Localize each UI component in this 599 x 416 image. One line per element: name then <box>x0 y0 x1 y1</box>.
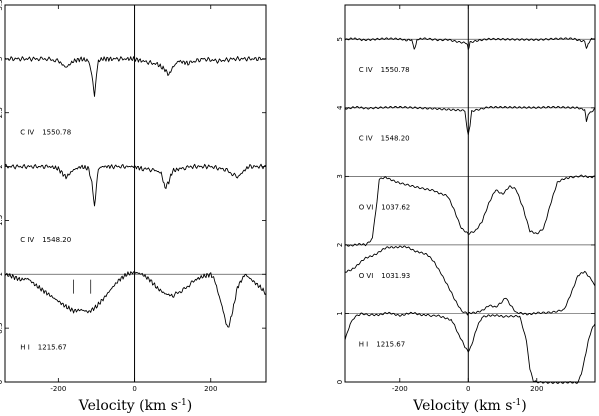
ion-label-4: H I 1215.67 <box>359 340 406 348</box>
y-tick-label-0: 0 <box>0 380 4 384</box>
spectrum-line-2 <box>4 271 267 328</box>
x-axis-title-close: ) <box>521 398 526 414</box>
y-tick-label-5: 5 <box>336 37 344 41</box>
x-tick-label-1: 0 <box>132 385 136 393</box>
y-tick-label-0: 0 <box>336 380 344 384</box>
right-panel: 0 1 2 3 4 5 -200 0 200 C IV 1550.78 C IV 1548.20 O VI… <box>336 4 596 414</box>
x-tick-label-1: 0 <box>466 385 470 393</box>
ion-name: C IV <box>20 236 34 244</box>
ion-name: O VI <box>359 203 374 211</box>
ion-name: C IV <box>359 135 373 143</box>
ion-label-1: C IV 1548.20 <box>20 236 71 244</box>
y-tick-label-6: 3 <box>0 57 4 61</box>
ion-name: C IV <box>20 128 34 136</box>
y-tick-label-5: 2.5 <box>0 107 4 118</box>
x-axis-title-main: Velocity (km s <box>78 398 178 414</box>
spectrum-line-0 <box>4 56 267 97</box>
y-tick-label-4: 2 <box>0 164 4 168</box>
ion-label-0: C IV 1550.78 <box>359 66 410 74</box>
ion-name: C IV <box>359 66 373 74</box>
y-tick-label-7: 3.5 <box>0 0 4 11</box>
ion-wavelength: 1550.78 <box>381 66 410 74</box>
spectrum-line-2 <box>344 174 596 247</box>
spectrum-line-1 <box>4 163 267 207</box>
ion-wavelength: 1031.93 <box>381 272 410 280</box>
ion-label-2: O VI 1037.62 <box>359 203 411 211</box>
spectrum-line-4 <box>344 311 596 384</box>
ion-wavelength: 1548.20 <box>381 135 410 143</box>
y-tick-label-1: 1 <box>336 311 344 315</box>
x-axis-title-sup: -1 <box>178 398 187 408</box>
ion-name: O VI <box>359 272 374 280</box>
ion-label-0: C IV 1550.78 <box>20 128 71 136</box>
x-axis-title-sup: -1 <box>512 398 521 408</box>
ion-wavelength: 1215.67 <box>376 340 405 348</box>
ion-name: H I <box>20 344 30 352</box>
ion-label-1: C IV 1548.20 <box>359 135 410 143</box>
y-tick-label-3: 1.5 <box>0 215 4 226</box>
ion-label-3: O VI 1031.93 <box>359 272 411 280</box>
x-axis-title-close: ) <box>187 398 192 414</box>
x-axis-title: Velocity (km s-1) <box>78 398 192 414</box>
left-panel: 0 0.5 1 1.5 2 2.5 3 3.5 -200 0 200 C IV 1550.78 C IV 1… <box>0 0 267 414</box>
ion-wavelength: 1215.67 <box>38 344 67 352</box>
ion-wavelength: 1548.20 <box>42 236 71 244</box>
ion-wavelength: 1550.78 <box>42 128 71 136</box>
y-tick-label-1: 0.5 <box>0 323 4 334</box>
ion-label-2: H I 1215.67 <box>20 344 67 352</box>
y-tick-label-2: 2 <box>336 243 344 247</box>
x-axis-title-main: Velocity (km s <box>412 398 512 414</box>
plot-frame <box>344 4 596 383</box>
x-tick-label-2: 200 <box>530 385 543 393</box>
y-tick-label-3: 3 <box>336 174 344 178</box>
plot-frame <box>4 4 267 383</box>
y-tick-label-2: 1 <box>0 272 4 276</box>
y-tick-label-4: 4 <box>336 105 344 110</box>
ion-wavelength: 1037.62 <box>381 203 410 211</box>
x-axis-title: Velocity (km s-1) <box>412 398 526 414</box>
x-tick-label-0: -200 <box>50 385 66 393</box>
spectrum-line-3 <box>344 245 596 316</box>
x-tick-label-0: -200 <box>392 385 408 393</box>
spectrum-line-0 <box>344 37 596 51</box>
spectrum-line-1 <box>344 105 596 135</box>
ion-name: H I <box>359 340 369 348</box>
x-tick-label-2: 200 <box>204 385 217 393</box>
